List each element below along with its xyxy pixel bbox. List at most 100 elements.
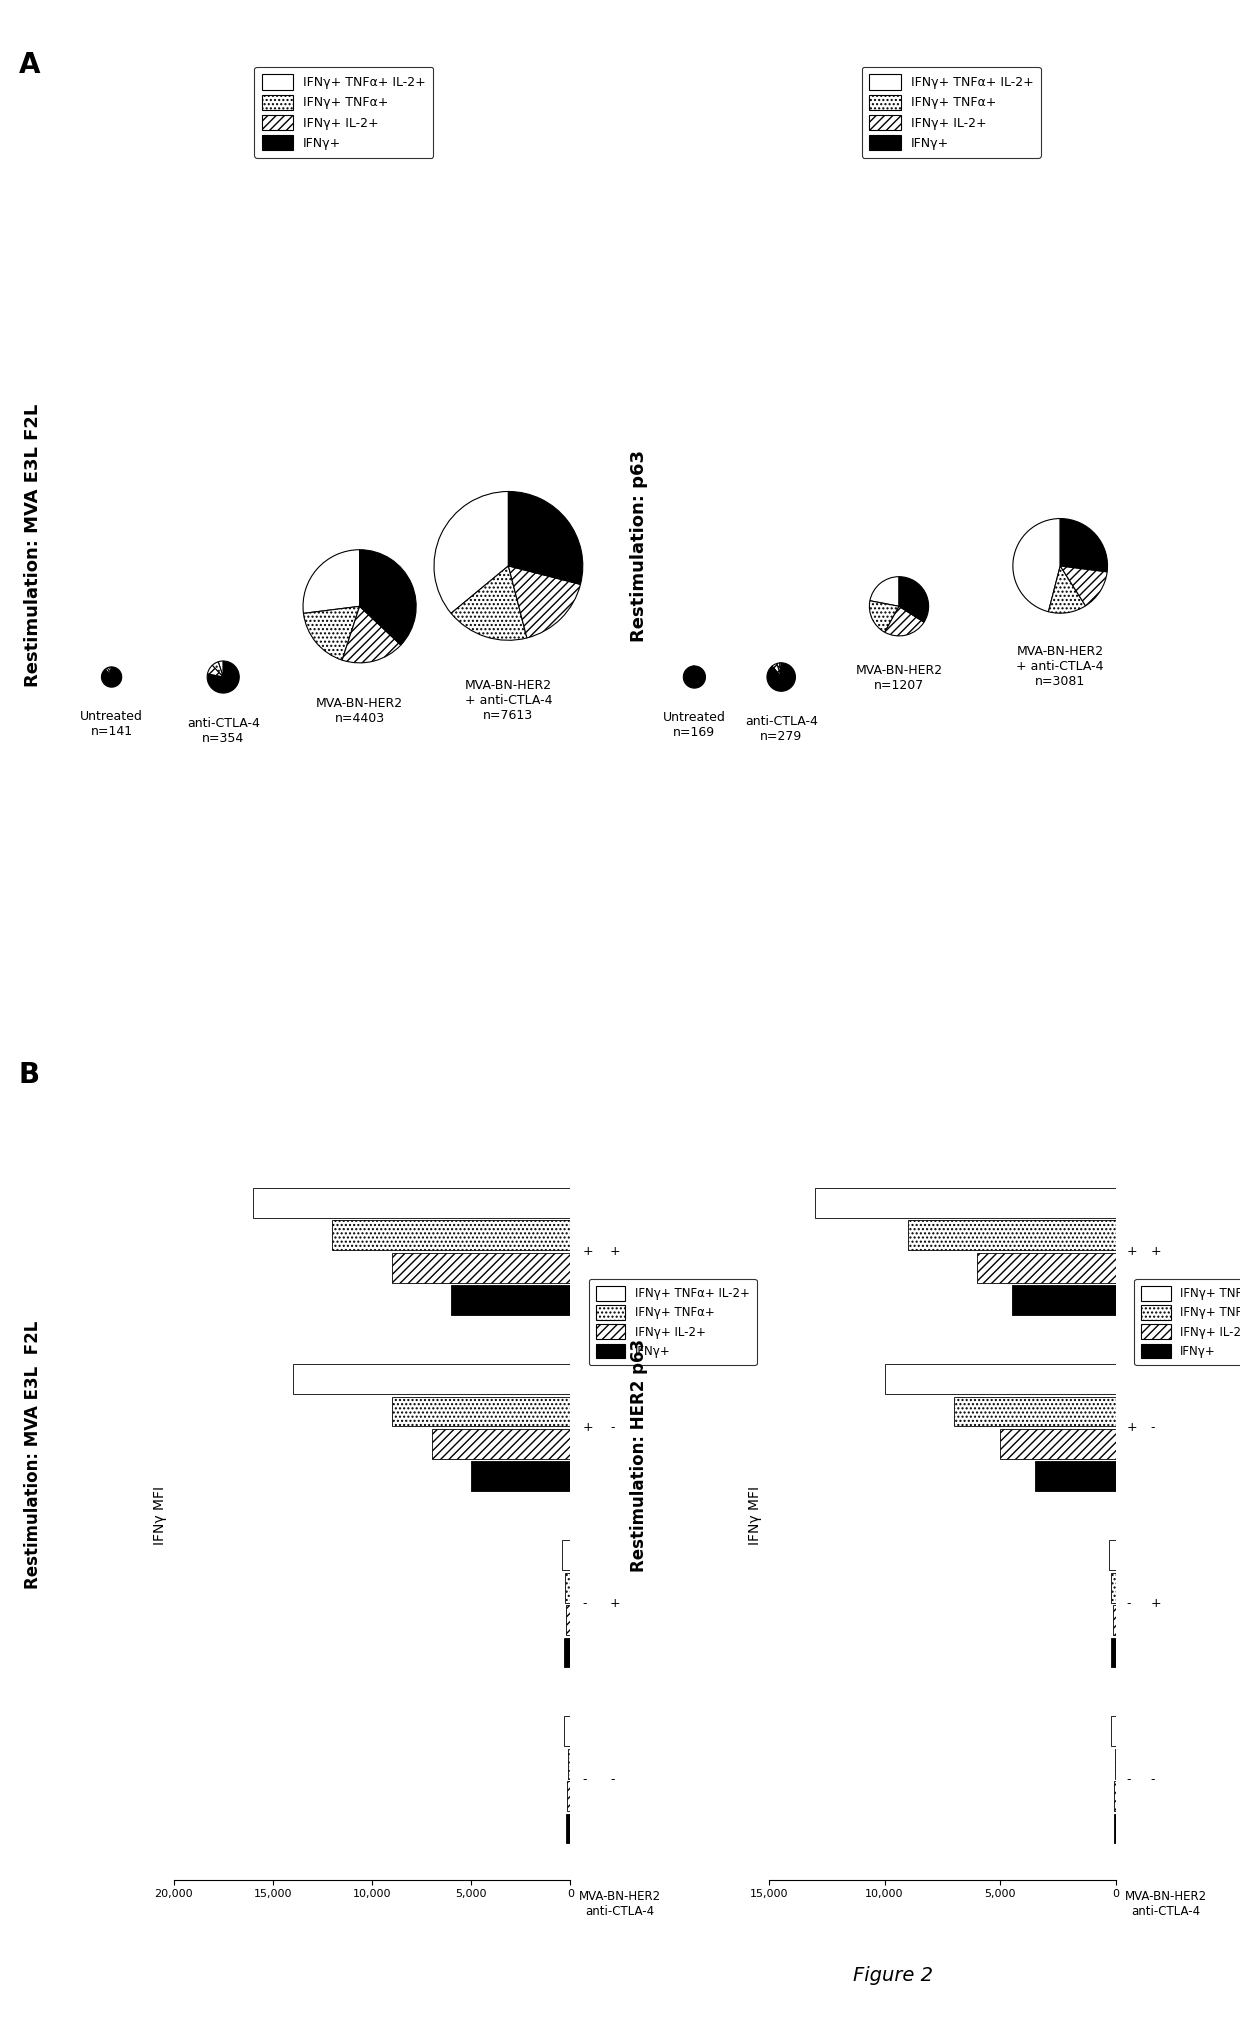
Wedge shape [207, 661, 239, 693]
Text: MVA-BN-HER2
+ anti-CTLA-4
n=3081: MVA-BN-HER2 + anti-CTLA-4 n=3081 [1017, 645, 1104, 689]
Bar [332, 1221, 570, 1251]
Bar [567, 1813, 570, 1843]
Bar [432, 1429, 570, 1459]
Text: Restimulation: HER2 p63: Restimulation: HER2 p63 [630, 1338, 647, 1572]
Text: +: + [583, 1421, 593, 1435]
Text: +: + [610, 1245, 621, 1259]
Bar [293, 1364, 570, 1394]
Wedge shape [109, 667, 112, 677]
Wedge shape [884, 606, 924, 637]
Wedge shape [451, 566, 527, 641]
Y-axis label: IFNγ MFI: IFNγ MFI [153, 1485, 166, 1546]
Bar [1112, 1605, 1116, 1635]
Bar [471, 1461, 570, 1491]
Wedge shape [508, 491, 583, 584]
Bar [977, 1253, 1116, 1283]
Wedge shape [776, 663, 781, 677]
Text: MVA-BN-HER2
anti-CTLA-4: MVA-BN-HER2 anti-CTLA-4 [579, 1890, 661, 1918]
Bar [815, 1188, 1116, 1219]
Text: +: + [610, 1597, 621, 1611]
Text: -: - [610, 1772, 615, 1787]
Bar [1111, 1572, 1116, 1603]
Bar [1035, 1461, 1116, 1491]
Legend: IFNγ+ TNFα+ IL-2+, IFNγ+ TNFα+, IFNγ+ IL-2+, IFNγ+: IFNγ+ TNFα+ IL-2+, IFNγ+ TNFα+, IFNγ+ IL… [254, 67, 433, 158]
Bar [564, 1637, 570, 1667]
Text: Restimulation: MVA E3L  F2L: Restimulation: MVA E3L F2L [25, 1322, 42, 1589]
Text: Restimulation: MVA E3L F2L: Restimulation: MVA E3L F2L [25, 404, 42, 687]
Bar [451, 1285, 570, 1316]
Wedge shape [1060, 566, 1107, 606]
Bar [1115, 1781, 1116, 1811]
Text: Untreated
n=169: Untreated n=169 [663, 711, 725, 740]
Wedge shape [899, 576, 929, 622]
Bar [392, 1397, 570, 1427]
Text: Figure 2: Figure 2 [853, 1966, 932, 1985]
Text: MVA-BN-HER2
n=4403: MVA-BN-HER2 n=4403 [316, 697, 403, 726]
Wedge shape [869, 600, 899, 633]
Text: +: + [1151, 1597, 1162, 1611]
Wedge shape [218, 661, 223, 677]
Text: A: A [19, 51, 40, 79]
Wedge shape [780, 663, 781, 677]
Bar [565, 1572, 570, 1603]
Text: B: B [19, 1061, 40, 1089]
Wedge shape [102, 667, 122, 687]
Wedge shape [434, 491, 508, 612]
Text: +: + [1151, 1245, 1162, 1259]
Wedge shape [1049, 566, 1085, 612]
Text: -: - [1126, 1772, 1131, 1787]
Wedge shape [108, 667, 112, 677]
Wedge shape [360, 550, 417, 645]
Wedge shape [768, 663, 795, 691]
Wedge shape [508, 566, 580, 639]
Text: MVA-BN-HER2
+ anti-CTLA-4
n=7613: MVA-BN-HER2 + anti-CTLA-4 n=7613 [465, 679, 552, 721]
Wedge shape [683, 667, 706, 687]
Text: -: - [610, 1421, 615, 1435]
Bar [563, 1540, 570, 1570]
Y-axis label: IFNγ MFI: IFNγ MFI [748, 1485, 761, 1546]
Text: +: + [1126, 1421, 1137, 1435]
Wedge shape [1013, 519, 1060, 612]
Bar [954, 1397, 1116, 1427]
Bar [908, 1221, 1116, 1251]
Wedge shape [773, 663, 781, 677]
Bar [567, 1605, 570, 1635]
Bar [1109, 1540, 1116, 1570]
Bar [884, 1364, 1116, 1394]
Text: anti-CTLA-4
n=279: anti-CTLA-4 n=279 [745, 715, 817, 744]
Wedge shape [105, 667, 112, 677]
Legend: IFNγ+ TNFα+ IL-2+, IFNγ+ TNFα+, IFNγ+ IL-2+, IFNγ+: IFNγ+ TNFα+ IL-2+, IFNγ+ TNFα+, IFNγ+ IL… [589, 1279, 756, 1364]
Wedge shape [212, 661, 223, 677]
Text: -: - [583, 1597, 587, 1611]
Bar [1111, 1637, 1116, 1667]
Bar [253, 1188, 570, 1219]
Text: MVA-BN-HER2
n=1207: MVA-BN-HER2 n=1207 [856, 663, 942, 691]
Wedge shape [303, 550, 360, 614]
Text: -: - [583, 1772, 587, 1787]
Text: -: - [1151, 1772, 1156, 1787]
Text: Untreated
n=141: Untreated n=141 [81, 709, 143, 738]
Wedge shape [207, 665, 223, 677]
Bar [392, 1253, 570, 1283]
Wedge shape [304, 606, 360, 661]
Wedge shape [342, 606, 401, 663]
Text: anti-CTLA-4
n=354: anti-CTLA-4 n=354 [187, 717, 259, 746]
Text: -: - [1151, 1421, 1156, 1435]
Text: +: + [1126, 1245, 1137, 1259]
Legend: IFNγ+ TNFα+ IL-2+, IFNγ+ TNFα+, IFNγ+ IL-2+, IFNγ+: IFNγ+ TNFα+ IL-2+, IFNγ+ TNFα+, IFNγ+ IL… [1135, 1279, 1240, 1364]
Text: +: + [583, 1245, 593, 1259]
Bar [564, 1716, 570, 1746]
Wedge shape [693, 667, 694, 677]
Bar [1114, 1813, 1116, 1843]
Text: Restimulation: p63: Restimulation: p63 [630, 449, 647, 643]
Bar [1115, 1748, 1116, 1778]
Bar [1001, 1429, 1116, 1459]
Bar [1111, 1716, 1116, 1746]
Bar [568, 1748, 570, 1778]
Wedge shape [1060, 519, 1107, 572]
Legend: IFNγ+ TNFα+ IL-2+, IFNγ+ TNFα+, IFNγ+ IL-2+, IFNγ+: IFNγ+ TNFα+ IL-2+, IFNγ+ TNFα+, IFNγ+ IL… [862, 67, 1040, 158]
Bar [568, 1781, 570, 1811]
Wedge shape [870, 576, 899, 606]
Text: MVA-BN-HER2
anti-CTLA-4: MVA-BN-HER2 anti-CTLA-4 [1125, 1890, 1207, 1918]
Bar [1012, 1285, 1116, 1316]
